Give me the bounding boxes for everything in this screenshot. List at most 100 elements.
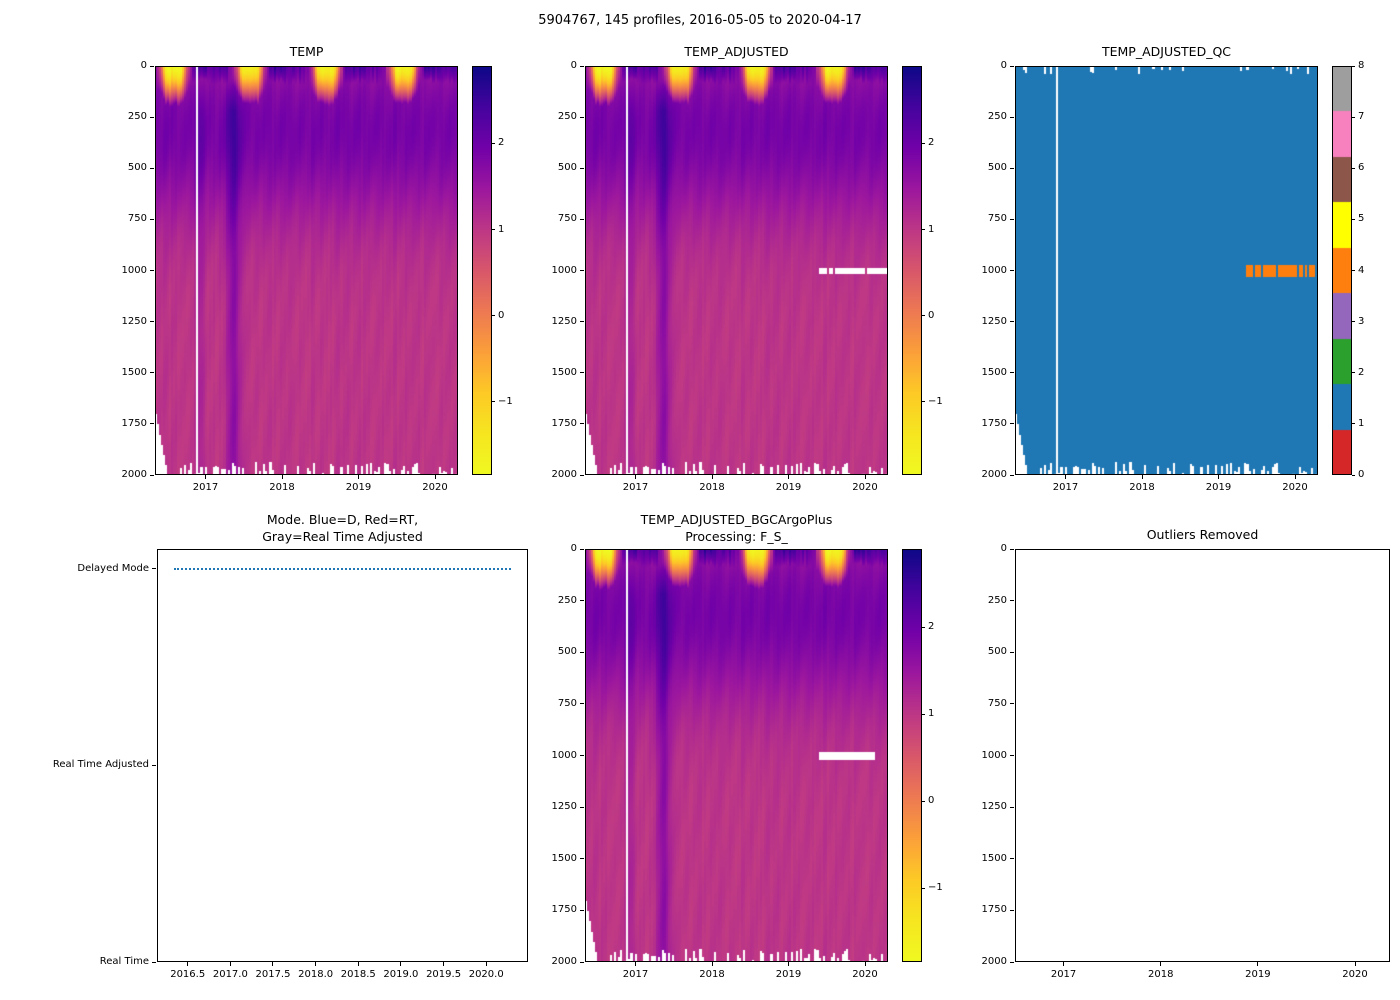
x-tick-label: 2020 bbox=[422, 482, 448, 493]
y-tick-label: 1750 bbox=[981, 904, 1007, 916]
x-tick-mark bbox=[635, 475, 636, 479]
colorbar-tick-mark bbox=[1352, 65, 1355, 67]
y-tick-mark bbox=[580, 703, 584, 705]
x-tick-mark bbox=[281, 475, 283, 479]
y-tick-mark bbox=[150, 423, 154, 425]
mode-title-line1: Mode. Blue=D, Red=RT, bbox=[266, 512, 419, 527]
colorbar-tick-mark bbox=[1352, 372, 1355, 374]
bgc-title-line2: Processing: F_S_ bbox=[685, 529, 788, 544]
temp-colorbar-canvas bbox=[472, 66, 492, 475]
y-tick-label: 1250 bbox=[551, 801, 577, 813]
y-tick-mark bbox=[1010, 651, 1014, 653]
colorbar-tick-label: 1 bbox=[928, 708, 935, 720]
subplot-temp-adjusted: TEMP_ADJUSTED 2017 2018 2019 2020 0 250 500 750… bbox=[552, 44, 888, 493]
y-tick-label: 0 bbox=[1000, 543, 1007, 554]
y-tick-mark bbox=[1010, 806, 1014, 808]
colorbar-tick-mark bbox=[922, 713, 925, 715]
x-tick-label: 2019 bbox=[345, 482, 372, 493]
y-tick-label: Real Time bbox=[99, 956, 149, 967]
x-tick-mark bbox=[1065, 475, 1066, 479]
x-tick-label: 2017 bbox=[622, 482, 649, 493]
y-tick-label: 250 bbox=[127, 111, 147, 123]
x-tick-mark bbox=[1160, 962, 1162, 966]
x-tick-label: 2020 bbox=[852, 482, 878, 493]
colorbar-tick-mark bbox=[1352, 218, 1355, 220]
colorbar-tick-label: 0 bbox=[928, 309, 935, 321]
qc-heatmap-canvas bbox=[1015, 66, 1318, 475]
y-tick-mark bbox=[1010, 909, 1014, 911]
x-tick-label: 2020 bbox=[1342, 969, 1368, 980]
colorbar-tick-label: 2 bbox=[1358, 366, 1365, 378]
y-tick-label: 1750 bbox=[551, 417, 577, 429]
colorbar-tick-label: 8 bbox=[1358, 60, 1365, 71]
y-tick-mark bbox=[580, 167, 584, 169]
outliers-axes-frame bbox=[1015, 549, 1390, 962]
y-tick-mark bbox=[150, 218, 154, 220]
bgc-colorbar-canvas bbox=[902, 549, 922, 962]
y-tick-label: 2000 bbox=[981, 956, 1007, 967]
y-tick-mark bbox=[1010, 961, 1014, 963]
colorbar-tick-label: 1 bbox=[928, 223, 935, 235]
colorbar-tick-label: 5 bbox=[1358, 213, 1365, 225]
colorbar-tick-mark bbox=[1352, 423, 1355, 425]
y-tick-label: 1250 bbox=[981, 801, 1007, 813]
y-tick-label: 1250 bbox=[551, 315, 577, 327]
colorbar-tick-label: 0 bbox=[1358, 469, 1365, 480]
x-tick-mark bbox=[485, 962, 487, 966]
temp-heatmap-canvas bbox=[155, 66, 458, 475]
x-tick-label: 2017.0 bbox=[212, 969, 248, 980]
temp-adjusted-colorbar: 2 1 0 −1 bbox=[902, 66, 943, 475]
temp-adjusted-title: TEMP_ADJUSTED bbox=[684, 44, 789, 59]
x-tick-label: 2018 bbox=[1147, 969, 1174, 980]
temp-adjusted-heatmap-canvas bbox=[585, 66, 888, 475]
y-tick-label: 1500 bbox=[981, 852, 1007, 864]
y-tick-mark bbox=[150, 116, 154, 118]
x-tick-label: 2019.5 bbox=[426, 969, 462, 980]
colorbar-tick-mark bbox=[922, 401, 925, 403]
y-tick-mark bbox=[1010, 423, 1014, 425]
temp-title: TEMP bbox=[289, 44, 324, 59]
y-tick-label: 0 bbox=[570, 60, 577, 71]
y-tick-label: Delayed Mode bbox=[77, 562, 149, 574]
y-tick-mark bbox=[580, 270, 584, 271]
subplot-mode: Mode. Blue=D, Red=RT, Gray=Real Time Adj… bbox=[53, 512, 528, 980]
colorbar-tick-label: 3 bbox=[1358, 315, 1365, 327]
colorbar-tick-label: 0 bbox=[498, 309, 505, 321]
y-tick-label: 0 bbox=[570, 543, 577, 554]
colorbar-tick-label: 1 bbox=[498, 223, 505, 235]
x-tick-label: 2016.5 bbox=[170, 969, 206, 980]
colorbar-tick-mark bbox=[922, 142, 925, 144]
x-tick-mark bbox=[229, 962, 231, 966]
y-tick-label: 1500 bbox=[121, 366, 147, 378]
y-tick-label: 1250 bbox=[981, 315, 1007, 327]
subplot-temp-adjusted-qc: TEMP_ADJUSTED_QC 2017 2018 2019 2020 0 250 500… bbox=[982, 44, 1318, 493]
y-tick-mark bbox=[1010, 167, 1014, 169]
x-tick-label: 2018 bbox=[269, 482, 295, 493]
y-tick-mark bbox=[152, 961, 156, 963]
colorbar-tick-label: 1 bbox=[1358, 417, 1365, 429]
x-tick-mark bbox=[1257, 962, 1259, 966]
y-tick-mark bbox=[580, 65, 584, 67]
x-tick-label: 2020 bbox=[852, 969, 878, 980]
y-tick-mark bbox=[150, 321, 154, 323]
y-tick-mark bbox=[1010, 372, 1014, 374]
y-tick-mark bbox=[1010, 755, 1014, 756]
y-tick-mark bbox=[580, 858, 584, 860]
mode-title-line2: Gray=Real Time Adjusted bbox=[262, 529, 423, 544]
colorbar-tick-mark bbox=[492, 229, 495, 231]
y-tick-label: 750 bbox=[127, 213, 147, 225]
y-tick-label: 500 bbox=[557, 646, 577, 658]
x-tick-mark bbox=[788, 475, 790, 479]
y-tick-mark bbox=[1010, 116, 1014, 118]
colorbar-tick-label: −1 bbox=[928, 882, 943, 894]
y-tick-label: 1750 bbox=[981, 417, 1007, 429]
bgc-title-line1: TEMP_ADJUSTED_BGCArgoPlus bbox=[640, 512, 833, 527]
y-tick-label: Real Time Adjusted bbox=[52, 759, 149, 771]
x-tick-label: 2018 bbox=[699, 482, 725, 493]
y-tick-mark bbox=[580, 372, 584, 374]
x-tick-mark bbox=[400, 962, 402, 966]
x-tick-label: 2018 bbox=[1129, 482, 1155, 493]
y-tick-mark bbox=[150, 167, 154, 169]
x-tick-label: 2019 bbox=[775, 482, 802, 493]
